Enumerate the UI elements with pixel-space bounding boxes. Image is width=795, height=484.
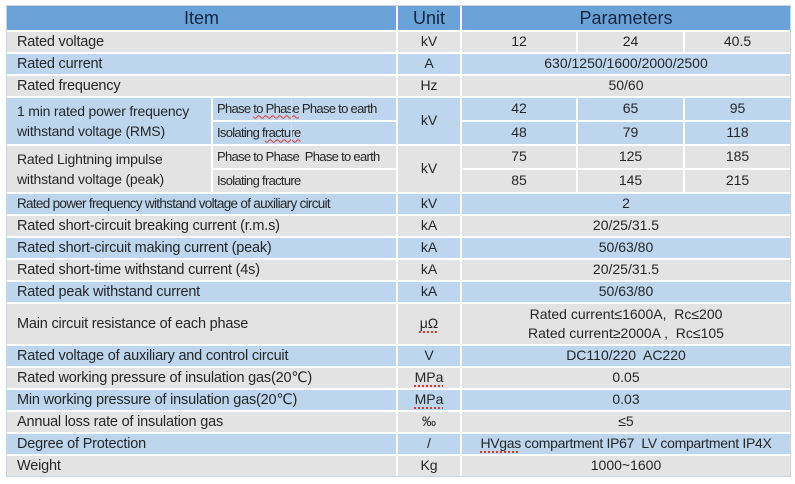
pf-sub2-part1: Isolating f <box>217 124 266 140</box>
imp-r1-v2: 125 <box>578 146 683 168</box>
aux-control-voltage-unit: V <box>398 346 460 366</box>
weight-label: Weight <box>7 456 396 476</box>
breaking-current-value: 20/25/31.5 <box>462 216 790 236</box>
pf-r1-v1: 42 <box>462 98 576 120</box>
short-time-current-unit: kA <box>398 260 460 280</box>
impulse-withstand-sub1: Phase to Phase Phase to earth <box>213 146 396 168</box>
min-gas-pressure-unit-text: MPa <box>414 391 444 408</box>
imp-r1-v1: 75 <box>462 146 576 168</box>
pf-r2-v2: 79 <box>578 122 683 144</box>
impulse-withstand-sub2: Isolating fracture <box>213 170 396 192</box>
aux-control-voltage-value: DC110/220 AC220 <box>462 346 790 366</box>
min-gas-pressure-label: Min working pressure of insulation gas(2… <box>7 390 396 410</box>
pf-sub1-part1: Phase <box>217 100 254 116</box>
rated-frequency-unit: Hz <box>398 76 460 96</box>
pf-r1-v3: 95 <box>685 98 790 120</box>
rated-voltage-label: Rated voltage <box>7 32 396 52</box>
aux-pf-value: 2 <box>462 194 790 214</box>
protection-unit: / <box>398 434 460 454</box>
breaking-current-label: Rated short-circuit breaking current (r.… <box>7 216 396 236</box>
pf-withstand-unit: kV <box>398 98 460 144</box>
header-item: Item <box>7 6 396 30</box>
imp-r2-v1: 85 <box>462 170 576 192</box>
rated-voltage-40: 40.5 <box>685 32 790 52</box>
weight-value: 1000~1600 <box>462 456 790 476</box>
impulse-withstand-unit: kV <box>398 146 460 192</box>
rated-gas-pressure-unit-text: MPa <box>414 369 444 386</box>
aux-pf-label: Rated power frequency withstand voltage … <box>7 194 396 214</box>
rated-frequency-value: 50/60 <box>462 76 790 96</box>
pf-sub1-part2: to Phase <box>253 100 299 116</box>
rated-frequency-label: Rated frequency <box>7 76 396 96</box>
rated-current-label: Rated current <box>7 54 396 74</box>
main-resistance-line2: Rated current≥2000A , Rc≤105 <box>528 325 724 341</box>
imp-r2-v3: 215 <box>685 170 790 192</box>
spec-table: Item Unit Parameters Rated voltage kV 12… <box>6 5 791 477</box>
rated-voltage-unit: kV <box>398 32 460 52</box>
annual-loss-unit: ‰ <box>398 412 460 432</box>
header-unit: Unit <box>398 6 460 30</box>
making-current-unit: kA <box>398 238 460 258</box>
protection-value-part2: compartment IP67 LV compartment IP4X <box>520 435 772 452</box>
annual-loss-label: Annual loss rate of insulation gas <box>7 412 396 432</box>
peak-current-unit: kA <box>398 282 460 302</box>
protection-value: HVgas compartment IP67 LV compartment IP… <box>462 434 790 454</box>
pf-withstand-label: 1 min rated power frequency withstand vo… <box>7 98 211 144</box>
header-parameters: Parameters <box>462 6 790 30</box>
imp-r2-v2: 145 <box>578 170 683 192</box>
rated-voltage-12: 12 <box>462 32 576 52</box>
rated-voltage-24: 24 <box>578 32 683 52</box>
pf-sub1-part3: Phase to earth <box>299 100 377 116</box>
main-resistance-unit-text: μΩ <box>419 315 439 332</box>
protection-label: Degree of Protection <box>7 434 396 454</box>
rated-gas-pressure-label: Rated working pressure of insulation gas… <box>7 368 396 388</box>
pf-r1-v2: 65 <box>578 98 683 120</box>
main-resistance-line1: Rated current≤1600A, Rc≤200 <box>529 306 723 322</box>
rated-current-unit: A <box>398 54 460 74</box>
aux-pf-unit: kV <box>398 194 460 214</box>
impulse-withstand-label: Rated Lightning impulse withstand voltag… <box>7 146 211 192</box>
imp-r1-v3: 185 <box>685 146 790 168</box>
pf-sub2-part2: racture <box>264 124 301 140</box>
pf-withstand-sub2: Isolating f racture <box>213 122 396 144</box>
min-gas-pressure-value: 0.03 <box>462 390 790 410</box>
breaking-current-unit: kA <box>398 216 460 236</box>
short-time-current-label: Rated short-time withstand current (4s) <box>7 260 396 280</box>
main-resistance-value: Rated current≤1600A, Rc≤200 Rated current… <box>462 304 790 344</box>
rated-gas-pressure-unit: MPa <box>398 368 460 388</box>
weight-unit: Kg <box>398 456 460 476</box>
making-current-label: Rated short-circuit making current (peak… <box>7 238 396 258</box>
pf-r2-v3: 118 <box>685 122 790 144</box>
peak-current-value: 50/63/80 <box>462 282 790 302</box>
main-resistance-unit: μΩ <box>398 304 460 344</box>
pf-r2-v1: 48 <box>462 122 576 144</box>
main-resistance-label: Main circuit resistance of each phase <box>7 304 396 344</box>
pf-withstand-sub1: Phase to Phase Phase to earth <box>213 98 396 120</box>
aux-control-voltage-label: Rated voltage of auxiliary and control c… <box>7 346 396 366</box>
rated-gas-pressure-value: 0.05 <box>462 368 790 388</box>
annual-loss-value: ≤5 <box>462 412 790 432</box>
making-current-value: 50/63/80 <box>462 238 790 258</box>
min-gas-pressure-unit: MPa <box>398 390 460 410</box>
protection-value-part1: HVgas <box>480 435 521 452</box>
rated-current-value: 630/1250/1600/2000/2500 <box>462 54 790 74</box>
short-time-current-value: 20/25/31.5 <box>462 260 790 280</box>
peak-current-label: Rated peak withstand current <box>7 282 396 302</box>
